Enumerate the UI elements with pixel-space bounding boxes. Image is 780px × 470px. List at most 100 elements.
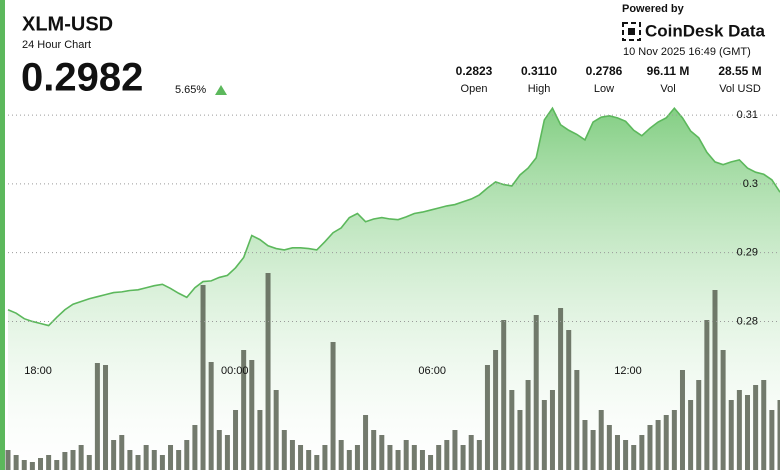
volume-bar [62,452,68,470]
up-arrow [215,85,227,95]
volume-bar [119,435,125,470]
volume-bar [281,430,287,470]
volume-bar [728,400,734,470]
volume-bar [736,390,742,470]
volume-bar [354,445,360,470]
volume-bar [151,450,157,470]
symbol: XLM-USD [22,13,113,35]
volume-bar [379,435,385,470]
x-tick-label: 18:00 [24,365,52,377]
volume-bar [639,435,645,470]
volume-bar [460,445,466,470]
volume-bar [330,342,336,470]
volume-bar [29,462,35,470]
accent-bar [0,0,5,470]
volume-bar [314,455,320,470]
volume-bar [265,273,271,470]
stat-label: Open [461,83,488,95]
volume-bar [127,450,133,470]
volume-bar [769,410,775,470]
volume-bar [688,400,694,470]
y-tick-label: 0.3 [743,178,758,190]
volume-bar [306,450,312,470]
volume-bar [395,450,401,470]
volume-bar [363,415,369,470]
volume-bar [614,435,620,470]
volume-bar [761,380,767,470]
volume-bar [70,450,76,470]
y-tick-label: 0.28 [737,315,758,327]
volume-bar [338,440,344,470]
y-tick-label: 0.29 [737,247,758,259]
volume-bar [484,365,490,470]
x-tick-label: 12:00 [614,365,642,377]
volume-bar [103,365,109,470]
powered-by: Powered by [622,3,685,15]
volume-bar [590,430,596,470]
volume-bar [54,460,60,470]
volume-bar [168,445,174,470]
volume-bar [533,315,539,470]
volume-bar [744,395,750,470]
stat-value: 0.2786 [586,64,623,78]
volume-bar [436,445,442,470]
stats: 0.2823 Open 0.3110 High 0.2786 Low 96.11 M Vol 2… [456,64,762,95]
volume-bar [322,445,328,470]
volume-bar [135,455,141,470]
volume-bar [679,370,685,470]
volume-bar [298,445,304,470]
volume-bar [753,385,759,470]
brand-logo [622,22,641,41]
volume-bar [541,400,547,470]
volume-bar [192,425,198,470]
volume-bar [208,362,214,470]
volume-bar [777,400,780,470]
volume-bar [671,410,677,470]
volume-bar [5,450,11,470]
volume-bar [712,290,718,470]
volume-bar [517,410,523,470]
volume-bar [720,350,726,470]
y-tick-label: 0.31 [737,109,758,121]
volume-bar [403,440,409,470]
stat-value: 28.55 M [718,64,761,78]
volume-bar [598,410,604,470]
price: 0.2982 [21,56,143,100]
stat-label: Vol USD [719,83,761,95]
volume-bar [224,435,230,470]
volume-bar [525,380,531,470]
volume-bar [78,445,84,470]
volume-bar [241,350,247,470]
volume-bar [444,440,450,470]
volume-bar [273,390,279,470]
volume-bar [94,363,100,470]
volume-bar [216,430,222,470]
x-tick-label: 00:00 [221,365,249,377]
volume-bar [411,445,417,470]
volume-bar [558,308,564,470]
volume-bar [623,440,629,470]
brand: CoinDesk Data [645,21,766,40]
volume-bar [606,425,612,470]
stat-label: High [528,83,551,95]
volume-bar [419,450,425,470]
volume-bar [200,285,206,470]
timestamp: 10 Nov 2025 16:49 (GMT) [623,46,751,58]
volume-bar [371,430,377,470]
volume-bar [257,410,263,470]
volume-bar [249,360,255,470]
volume-bar [86,455,92,470]
price-line [7,106,780,327]
stat-value: 0.3110 [521,64,557,78]
volume-bar [663,415,669,470]
volume-bar [655,420,661,470]
volume-bar [468,435,474,470]
volume-bar [696,380,702,470]
volume-bar [452,430,458,470]
volume-bar [233,410,239,470]
volume-bar [704,320,710,470]
stat-value: 0.2823 [456,64,493,78]
volume-bar [111,440,117,470]
